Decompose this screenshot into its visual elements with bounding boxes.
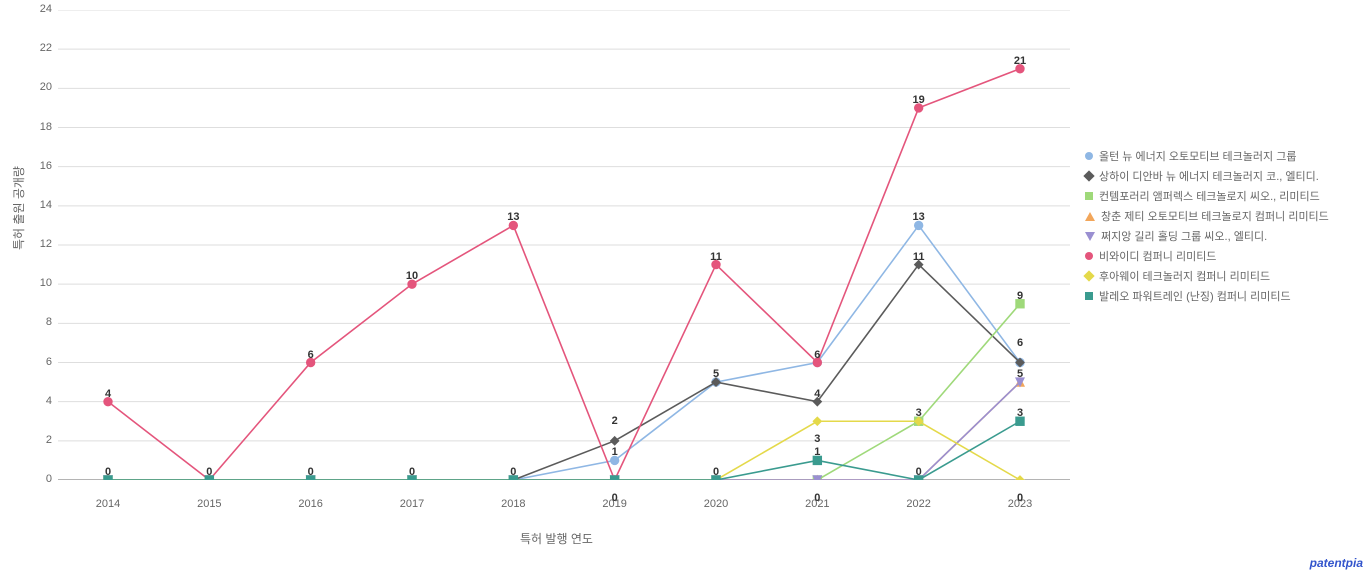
legend-item[interactable]: 비와이디 컴퍼니 리미티드 [1085,248,1329,264]
y-tick-label: 6 [12,356,52,368]
data-label: 10 [406,270,418,282]
watermark: patentpia [1310,556,1363,570]
y-tick-label: 4 [12,395,52,407]
data-label: 11 [913,251,925,263]
data-label: 0 [510,466,516,478]
legend-marker-icon [1085,232,1095,241]
data-label: 0 [1017,492,1023,504]
y-tick-label: 10 [12,277,52,289]
y-tick-label: 0 [12,473,52,485]
legend-label: 컨템포러리 앰퍼렉스 테크놀로지 씨오., 리미티드 [1099,188,1320,204]
legend-marker-icon [1083,270,1094,281]
legend-marker-icon [1085,192,1093,200]
data-label: 6 [308,349,314,361]
y-tick-label: 20 [12,81,52,93]
legend-item[interactable]: 발레오 파워트레인 (난징) 컴퍼니 리미티드 [1085,288,1329,304]
x-tick-label: 2020 [686,498,746,510]
x-tick-label: 2016 [281,498,341,510]
data-label: 21 [1014,55,1026,67]
legend-label: 창춘 제티 오토모티브 테크놀로지 컴퍼니 리미티드 [1101,208,1329,224]
legend-marker-icon [1085,252,1093,260]
data-label: 3 [916,407,922,419]
legend-label: 후아웨이 테크놀러지 컴퍼니 리미티드 [1099,268,1270,284]
legend-label: 쩌지앙 길리 홀딩 그룹 씨오., 엘티디. [1101,228,1267,244]
y-tick-label: 14 [12,199,52,211]
data-label: 0 [612,492,618,504]
data-label: 9 [1017,290,1023,302]
x-tick-label: 2014 [78,498,138,510]
y-tick-label: 18 [12,121,52,133]
data-label: 1 [612,446,618,458]
legend-marker-icon [1085,152,1093,160]
data-label: 19 [913,94,925,106]
data-label: 11 [710,251,722,263]
patent-chart: 특허 출원 공개량 특허 발행 연도 024681012141618202224… [0,0,1371,574]
legend-label: 발레오 파워트레인 (난징) 컴퍼니 리미티드 [1099,288,1291,304]
x-tick-label: 2015 [179,498,239,510]
data-label: 4 [814,388,820,400]
y-tick-label: 22 [12,42,52,54]
legend-item[interactable]: 쩌지앙 길리 홀딩 그룹 씨오., 엘티디. [1085,228,1329,244]
data-label: 6 [1017,337,1023,349]
legend-item[interactable]: 후아웨이 테크놀러지 컴퍼니 리미티드 [1085,268,1329,284]
legend-item[interactable]: 올턴 뉴 에너지 오토모티브 테크놀러지 그룹 [1085,148,1329,164]
data-label: 0 [814,492,820,504]
data-label: 13 [913,211,925,223]
legend-marker-icon [1085,292,1093,300]
y-tick-label: 12 [12,238,52,250]
data-label: 13 [507,211,519,223]
data-label: 2 [612,415,618,427]
data-label: 4 [105,388,111,400]
x-axis-title: 특허 발행 연도 [520,530,593,547]
data-label: 3 [1017,407,1023,419]
data-label: 0 [916,466,922,478]
x-tick-label: 2018 [483,498,543,510]
data-label: 5 [1017,368,1023,380]
data-label: 3 [814,433,820,445]
legend-marker-icon [1085,212,1095,221]
x-tick-label: 2017 [382,498,442,510]
legend-marker-icon [1083,170,1094,181]
legend-label: 올턴 뉴 에너지 오토모티브 테크놀러지 그룹 [1099,148,1296,164]
legend-item[interactable]: 컨템포러리 앰퍼렉스 테크놀로지 씨오., 리미티드 [1085,188,1329,204]
data-label: 5 [713,368,719,380]
legend: 올턴 뉴 에너지 오토모티브 테크놀러지 그룹상하이 디안바 뉴 에너지 테크놀… [1085,148,1329,308]
data-label: 0 [713,466,719,478]
data-label: 0 [308,466,314,478]
data-label: 1 [814,446,820,458]
legend-label: 비와이디 컴퍼니 리미티드 [1099,248,1216,264]
legend-label: 상하이 디안바 뉴 에너지 테크놀러지 코., 엘티디. [1099,168,1319,184]
data-label: 6 [814,349,820,361]
legend-item[interactable]: 상하이 디안바 뉴 에너지 테크놀러지 코., 엘티디. [1085,168,1329,184]
data-label: 0 [105,466,111,478]
x-tick-label: 2022 [889,498,949,510]
y-tick-label: 2 [12,434,52,446]
data-label: 0 [409,466,415,478]
y-tick-label: 16 [12,160,52,172]
data-label: 0 [206,466,212,478]
legend-item[interactable]: 창춘 제티 오토모티브 테크놀로지 컴퍼니 리미티드 [1085,208,1329,224]
y-tick-label: 8 [12,316,52,328]
y-tick-label: 24 [12,3,52,15]
